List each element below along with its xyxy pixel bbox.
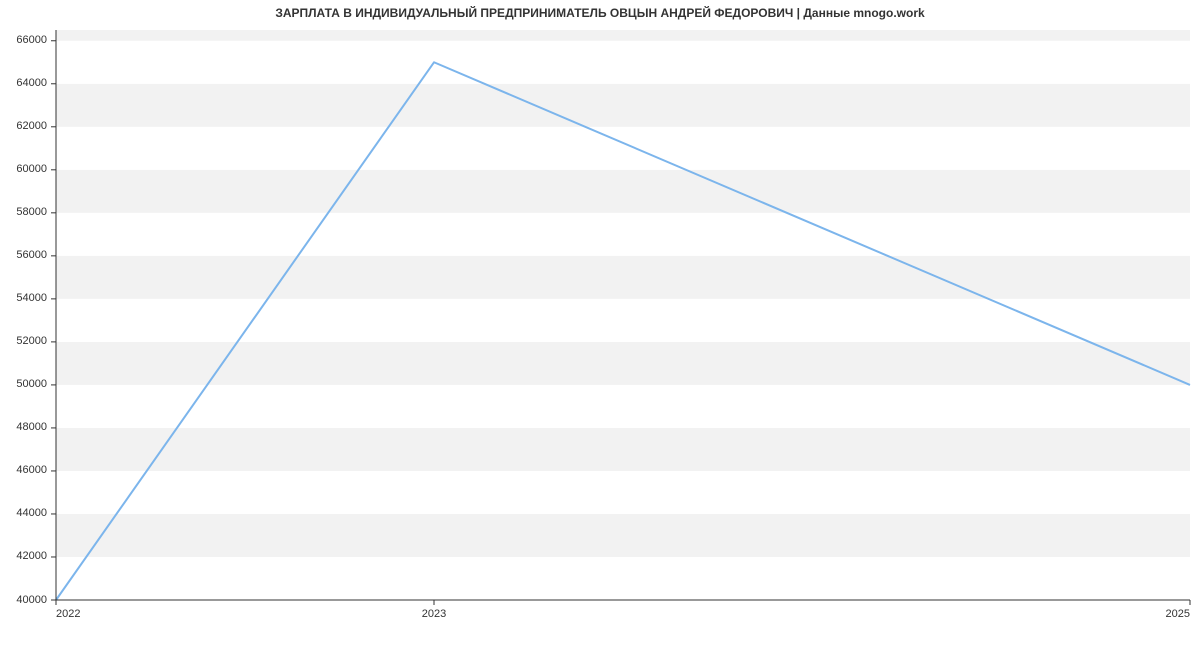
y-tick-label: 66000 <box>0 34 47 46</box>
y-tick-label: 48000 <box>0 421 47 433</box>
y-tick-label: 52000 <box>0 335 47 347</box>
y-tick-label: 56000 <box>0 249 47 261</box>
chart-svg <box>0 0 1200 650</box>
y-tick-label: 60000 <box>0 163 47 175</box>
x-tick-label: 2022 <box>56 608 116 620</box>
y-tick-label: 58000 <box>0 206 47 218</box>
y-tick-label: 42000 <box>0 550 47 562</box>
y-tick-label: 64000 <box>0 77 47 89</box>
y-tick-label: 62000 <box>0 120 47 132</box>
x-tick-label: 2025 <box>1130 608 1190 620</box>
y-tick-label: 50000 <box>0 378 47 390</box>
y-tick-label: 54000 <box>0 292 47 304</box>
x-tick-label: 2023 <box>404 608 464 620</box>
y-tick-label: 46000 <box>0 464 47 476</box>
y-tick-label: 44000 <box>0 507 47 519</box>
salary-line-chart: ЗАРПЛАТА В ИНДИВИДУАЛЬНЫЙ ПРЕДПРИНИМАТЕЛ… <box>0 0 1200 650</box>
y-tick-label: 40000 <box>0 594 47 606</box>
